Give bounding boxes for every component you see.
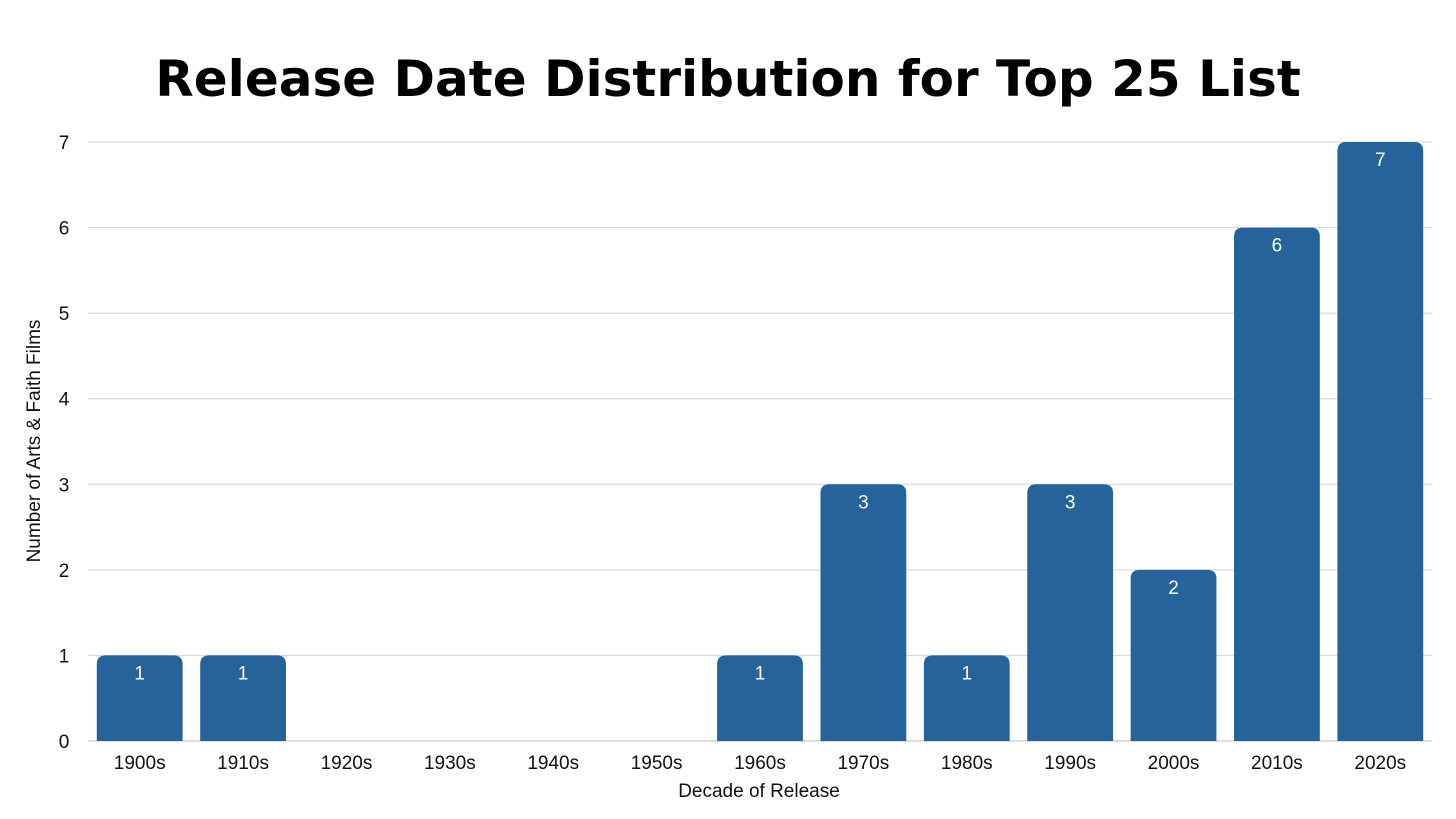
x-axis-label: Decade of Release — [678, 781, 840, 802]
data-label-1900s: 1 — [134, 663, 145, 684]
bar-1990s — [1027, 484, 1114, 741]
x-axis-ticks: 1900s 1910s 1920s 1930s 1940s 1950s 1960s 1970s… — [114, 753, 1406, 774]
bar-1910s — [200, 655, 286, 741]
data-label-2020s: 7 — [1375, 150, 1386, 171]
y-tick-label: 1 — [59, 646, 70, 667]
bar-1970s — [820, 484, 907, 741]
x-tick-label-1930s: 1930s — [424, 753, 476, 774]
bars — [96, 142, 1424, 742]
x-tick-label-1970s: 1970s — [837, 753, 889, 774]
x-tick-label-2020s: 2020s — [1354, 753, 1406, 774]
x-tick-label-1940s: 1940s — [527, 753, 579, 774]
data-label-1990s: 3 — [1065, 492, 1076, 513]
chart-title: Release Date Distribution for Top 25 Lis… — [155, 50, 1300, 108]
x-tick-label-1990s: 1990s — [1044, 753, 1096, 774]
data-label-2000s: 2 — [1168, 578, 1179, 599]
data-label-1910s: 1 — [238, 663, 249, 684]
x-tick-label-1980s: 1980s — [941, 753, 993, 774]
x-tick-label-1960s: 1960s — [734, 753, 786, 774]
data-label-1980s: 1 — [961, 663, 972, 684]
data-label-2010s: 6 — [1272, 236, 1283, 257]
y-tick-label: 2 — [59, 561, 70, 582]
y-tick-label: 5 — [59, 304, 70, 325]
data-label-1960s: 1 — [755, 663, 766, 684]
bar-2020s — [1337, 142, 1424, 741]
y-tick-label: 6 — [59, 219, 70, 240]
data-labels: 1 1 1 3 1 3 2 6 7 — [134, 150, 1385, 684]
x-tick-label-1920s: 1920s — [321, 753, 373, 774]
bar-2010s — [1234, 227, 1320, 742]
x-tick-label-1900s: 1900s — [114, 753, 166, 774]
y-tick-label: 3 — [59, 475, 70, 496]
x-tick-label-2000s: 2000s — [1148, 753, 1200, 774]
bar-1980s — [923, 655, 1010, 741]
bar-2000s — [1130, 569, 1217, 741]
y-axis-ticks: 0 1 2 3 4 5 6 7 — [59, 133, 70, 753]
y-axis-label: Number of Arts & Faith Films — [24, 320, 45, 563]
y-tick-label: 0 — [59, 732, 70, 753]
data-label-1970s: 3 — [858, 492, 869, 513]
bar-1900s — [96, 655, 183, 741]
bar-1960s — [717, 655, 803, 741]
x-tick-label-1950s: 1950s — [631, 753, 683, 774]
x-tick-label-1910s: 1910s — [217, 753, 269, 774]
x-tick-label-2010s: 2010s — [1251, 753, 1303, 774]
gridlines — [88, 141, 1432, 742]
y-tick-label: 7 — [59, 133, 70, 154]
y-tick-label: 4 — [59, 390, 70, 411]
